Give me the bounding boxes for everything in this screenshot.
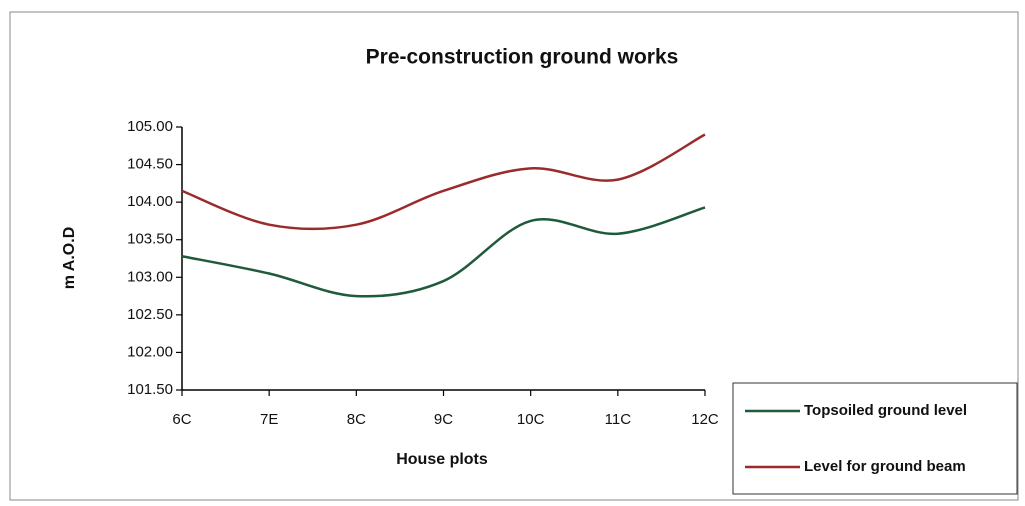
legend-label: Topsoiled ground level	[804, 402, 967, 419]
x-tick-label: 10C	[517, 411, 545, 428]
x-tick-label: 6C	[172, 411, 191, 428]
x-tick-label: 7E	[260, 411, 278, 428]
y-tick-label: 101.50	[127, 381, 173, 398]
x-tick-label: 12C	[691, 411, 719, 428]
y-axis-title: m A.O.D	[61, 227, 78, 290]
y-tick-label: 103.50	[127, 231, 173, 248]
y-tick-label: 105.00	[127, 118, 173, 135]
x-tick-label: 9C	[434, 411, 453, 428]
y-tick-label: 103.00	[127, 268, 173, 285]
x-axis-title: House plots	[396, 451, 488, 468]
y-tick-label: 102.50	[127, 306, 173, 323]
y-tick-label: 104.50	[127, 156, 173, 173]
series-line	[181, 133, 706, 231]
legend-label: Level for ground beam	[804, 458, 966, 475]
x-tick-label: 11C	[605, 411, 632, 428]
x-tick-label: 8C	[347, 411, 366, 428]
chart-border	[9, 11, 1019, 501]
legend-box	[732, 382, 1018, 495]
series-line	[181, 206, 706, 298]
y-tick-label: 102.00	[127, 343, 173, 360]
chart-title: Pre-construction ground works	[366, 46, 679, 69]
y-tick-label: 104.00	[127, 193, 173, 210]
